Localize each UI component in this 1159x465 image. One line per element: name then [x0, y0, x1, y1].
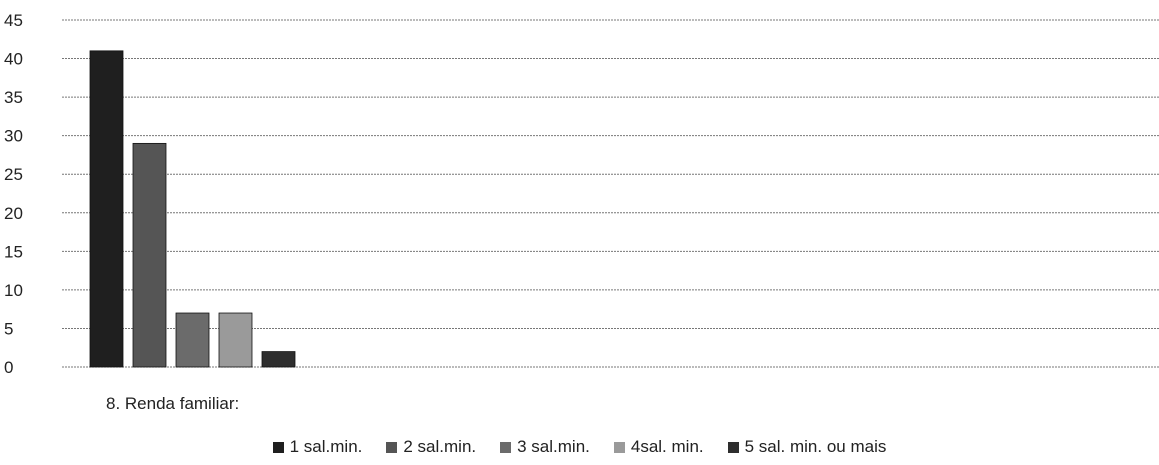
- legend-swatch: [386, 441, 398, 453]
- legend-swatch: [727, 441, 739, 453]
- legend-item: 1 sal.min.: [272, 437, 363, 457]
- legend-label: 2 sal.min.: [403, 437, 477, 456]
- y-tick-label: 25: [4, 165, 23, 184]
- y-tick-label: 45: [4, 11, 23, 30]
- y-tick-label: 5: [4, 319, 13, 338]
- legend: 1 sal.min. 2 sal.min. 3 sal.min. 4sal. min.…: [0, 437, 1159, 457]
- y-tick-label: 30: [4, 127, 23, 146]
- y-tick-label: 0: [4, 358, 13, 377]
- legend-label: 5 sal. min. ou mais: [744, 437, 887, 456]
- legend-item: 3 sal.min.: [500, 437, 590, 457]
- legend-item: 4sal. min.: [613, 437, 704, 457]
- legend-swatch: [613, 441, 625, 453]
- bar-1: [89, 50, 124, 368]
- legend-swatch: [272, 441, 284, 453]
- y-tick-label: 35: [4, 88, 23, 107]
- x-axis-label: 8. Renda familiar:: [106, 394, 239, 413]
- bar-4: [218, 312, 253, 368]
- y-tick-label: 15: [4, 242, 23, 261]
- bar-5: [261, 351, 296, 368]
- bar-2: [132, 142, 167, 368]
- y-tick-label: 40: [4, 50, 23, 69]
- legend-item: 2 sal.min.: [386, 437, 476, 457]
- y-tick-label: 20: [4, 204, 23, 223]
- legend-swatch: [500, 441, 512, 453]
- legend-label: 1 sal.min.: [289, 437, 363, 456]
- legend-item: 5 sal. min. ou mais: [727, 437, 887, 457]
- legend-label: 4sal. min.: [630, 437, 704, 456]
- legend-label: 3 sal.min.: [517, 437, 590, 456]
- bar-3: [175, 312, 210, 368]
- y-tick-label: 10: [4, 281, 23, 300]
